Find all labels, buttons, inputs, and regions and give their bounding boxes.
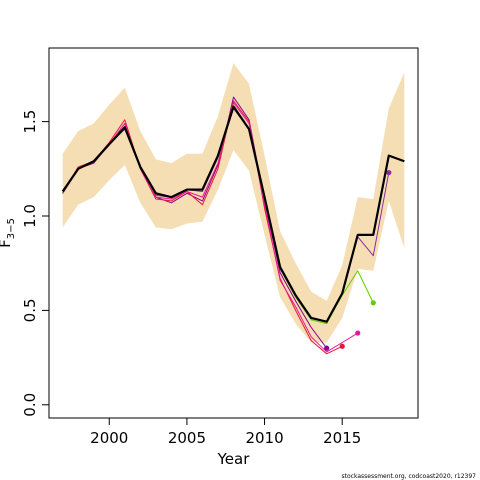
x-axis-label: Year bbox=[217, 450, 251, 468]
series-line bbox=[61, 105, 405, 323]
plot-frame bbox=[48, 47, 419, 419]
footer-note: stockassessment.org, codcoast2020, r1239… bbox=[342, 473, 477, 480]
x-tick-label: 2000 bbox=[90, 429, 128, 447]
x-tick-label: 2005 bbox=[168, 429, 206, 447]
y-tick-label: 0.0 bbox=[21, 393, 39, 417]
y-tick-label: 1.5 bbox=[21, 110, 39, 134]
retro-end-point bbox=[370, 300, 376, 306]
retro-end-point bbox=[324, 345, 330, 351]
y-tick-label: 0.5 bbox=[21, 298, 39, 322]
y-axis-label-sub: 3−5 bbox=[6, 218, 17, 239]
retro-end-point bbox=[386, 169, 392, 176]
retro-end-point bbox=[355, 330, 361, 336]
x-tick-label: 2010 bbox=[245, 429, 283, 447]
x-tick-label: 2015 bbox=[323, 429, 361, 447]
retro-end-point bbox=[339, 343, 345, 349]
y-tick-label: 1.0 bbox=[21, 204, 39, 228]
y-axis-label: F3−5 bbox=[0, 218, 17, 248]
confidence-band bbox=[62, 63, 405, 343]
series-line bbox=[62, 100, 343, 355]
y-axis-label-main: F bbox=[0, 239, 14, 248]
